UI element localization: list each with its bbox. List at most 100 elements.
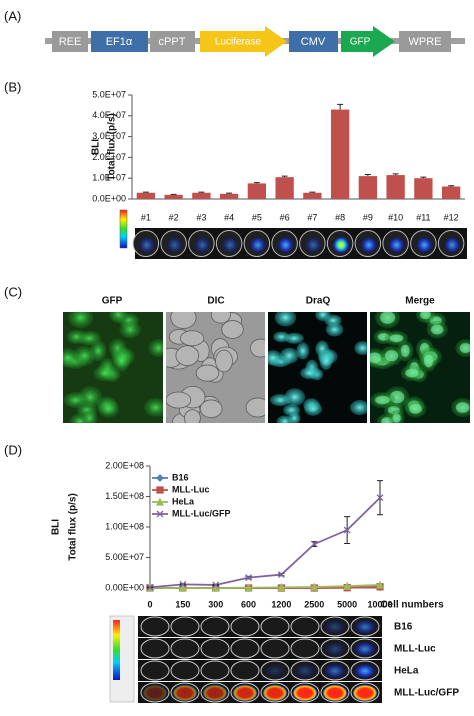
- bar: [219, 193, 239, 199]
- row-label: HeLa: [394, 666, 419, 677]
- marker: [212, 581, 220, 589]
- series-line: [150, 584, 381, 589]
- nucleus: [284, 332, 304, 344]
- nucleus: [409, 404, 422, 414]
- well: [170, 616, 200, 637]
- image-header: Merge: [405, 296, 435, 307]
- cell: [221, 320, 244, 339]
- signal: [203, 685, 227, 701]
- legend-label: HeLa: [172, 496, 195, 506]
- y-axis-label: Total flux (p/s): [107, 113, 118, 181]
- well: [170, 660, 200, 681]
- well: [230, 616, 260, 637]
- bar: [136, 192, 156, 199]
- micrograph-cells: [370, 312, 470, 423]
- y-tick-label: 3.0E+07: [92, 131, 126, 141]
- signal: [323, 685, 347, 701]
- nucleus: [279, 347, 299, 364]
- cell: [77, 330, 102, 346]
- signal: [353, 663, 377, 679]
- error-bar: [420, 176, 427, 179]
- marker: [146, 583, 154, 591]
- signal: [323, 641, 347, 657]
- nucleus: [268, 350, 283, 366]
- x-tick-label: 5000: [337, 599, 357, 609]
- x-tick-label: #4: [224, 212, 234, 222]
- well: [290, 638, 320, 659]
- y-tick-label: 0.00E+00: [105, 582, 144, 592]
- nucleus: [384, 350, 399, 362]
- signal: [233, 685, 257, 701]
- y-tick-label: 4.0E+07: [92, 110, 126, 120]
- element-label: cPPT: [159, 36, 186, 48]
- signal: [276, 236, 295, 254]
- x-tick-label: #1: [141, 212, 151, 222]
- cell: [215, 349, 233, 373]
- signal: [387, 236, 406, 254]
- element: [289, 31, 338, 52]
- bar: [275, 177, 294, 199]
- signal: [165, 236, 184, 254]
- signal: [293, 685, 317, 701]
- bar: [414, 178, 433, 199]
- row-label: MLL-Luc: [394, 644, 436, 655]
- bar: [441, 186, 461, 199]
- nucleus: [350, 399, 367, 416]
- signal: [248, 236, 267, 254]
- well: [140, 660, 170, 681]
- signal: [323, 663, 347, 679]
- cell: [113, 350, 131, 372]
- construct: REE EF1α cPPT Luciferase CMV GFP WPRE: [45, 26, 465, 57]
- error-bar: [142, 191, 149, 193]
- legend-label: MLL-Luc/GFP: [172, 508, 231, 518]
- x-tick-label: #11: [416, 212, 430, 222]
- nucleus: [424, 354, 434, 368]
- imaging-row: [138, 638, 382, 659]
- signal: [323, 619, 347, 635]
- bar: [192, 192, 211, 199]
- imaging-row: [138, 660, 382, 681]
- cell: [93, 364, 117, 382]
- nucleus: [392, 413, 401, 423]
- marker: [244, 583, 253, 592]
- well: [200, 616, 230, 637]
- cell: [170, 312, 197, 329]
- x-tick-label: #2: [169, 212, 179, 222]
- well: [200, 638, 230, 659]
- image-header: DIC: [207, 296, 224, 307]
- error-bar: [309, 191, 316, 193]
- marker: [310, 540, 318, 548]
- image-header: DraQ: [306, 296, 331, 307]
- error-bar: [253, 182, 260, 184]
- signal: [193, 236, 212, 254]
- cell: [199, 399, 223, 419]
- x-tick-label: #7: [307, 212, 317, 222]
- signal: [443, 236, 462, 254]
- error-bar: [226, 192, 233, 194]
- x-tick-label: 1200: [271, 599, 291, 609]
- cell: [119, 320, 141, 339]
- cell: [73, 345, 96, 366]
- nucleus: [300, 366, 319, 380]
- y-axis-group-label: BLI: [51, 519, 62, 535]
- cell: [108, 312, 129, 324]
- color-scale: [113, 620, 120, 680]
- y-axis-group-label: BLI: [91, 139, 102, 155]
- arrow-element: [341, 26, 395, 57]
- bar: [164, 194, 183, 199]
- nucleus: [325, 322, 344, 337]
- signal: [221, 236, 240, 254]
- signal: [415, 236, 434, 254]
- error-bar: [364, 173, 371, 177]
- marker: [179, 580, 187, 588]
- well: [230, 660, 260, 681]
- y-tick-label: 5.00E+07: [105, 552, 144, 562]
- element-label: CMV: [301, 36, 326, 48]
- nucleus: [296, 342, 310, 360]
- signal: [304, 236, 323, 254]
- x-tick-label: 600: [241, 599, 256, 609]
- x-tick-label: 300: [208, 599, 223, 609]
- row-label: MLL-Luc/GFP: [394, 688, 459, 699]
- micrograph-cells: [63, 312, 163, 423]
